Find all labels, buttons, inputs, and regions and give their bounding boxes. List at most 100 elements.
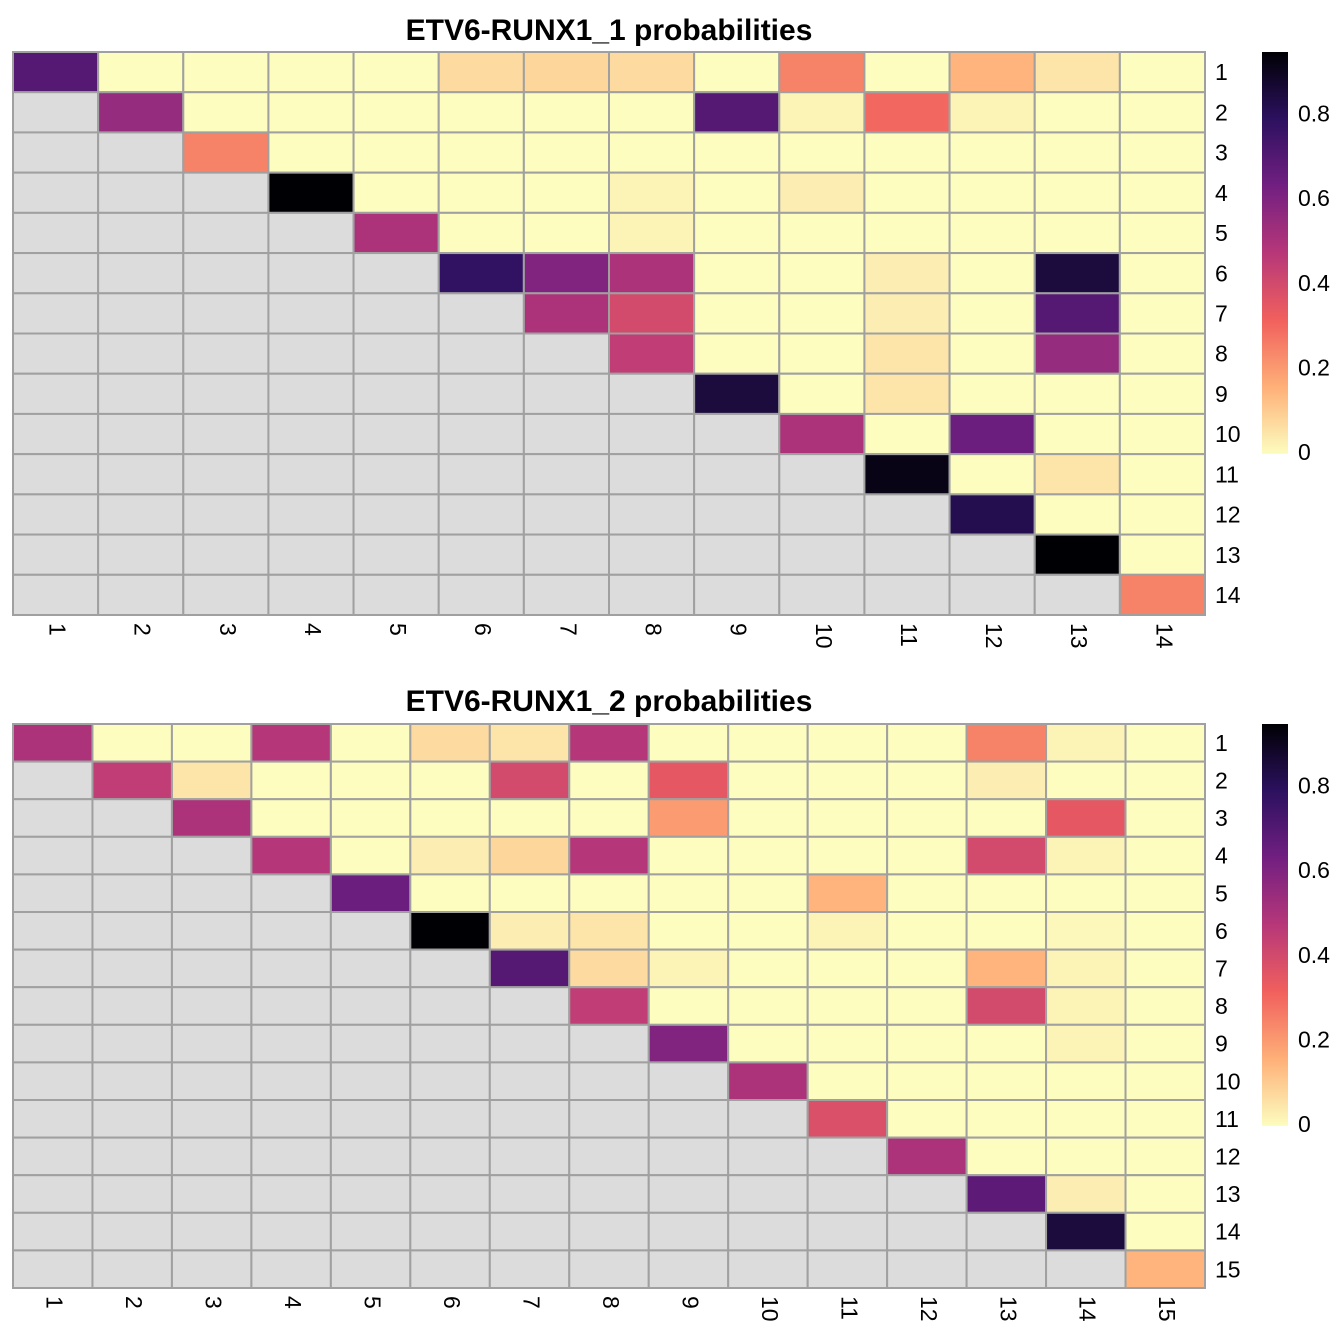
heatmap-cell [250, 1249, 332, 1290]
heatmap-cell [409, 835, 491, 876]
heatmap-cell [948, 171, 1036, 214]
heatmap-cell [948, 91, 1036, 134]
heatmap-cell [170, 1023, 253, 1064]
heatmap-cell [568, 911, 650, 951]
heatmap-cell [352, 252, 440, 295]
heatmap-cell [267, 252, 355, 295]
heatmap-cell [806, 1174, 889, 1214]
col-tick-label: 13 [1066, 623, 1092, 649]
heatmap-cell [267, 453, 355, 496]
heatmap-cell [267, 332, 355, 375]
heatmap-cell [437, 412, 525, 456]
heatmap-cell [250, 986, 332, 1026]
heatmap-cell [1124, 1174, 1206, 1214]
heatmap-cell [886, 948, 968, 989]
heatmap-cell [647, 986, 730, 1026]
heatmap-cell [568, 1061, 650, 1102]
heatmap-cell [693, 252, 781, 295]
heatmap-cell [97, 453, 185, 496]
heatmap-cell [608, 533, 696, 576]
heatmap-cell [170, 1099, 253, 1139]
heatmap-cell [250, 1099, 332, 1139]
heatmap-cell [608, 493, 696, 536]
heatmap-cell [267, 131, 355, 174]
heatmap-cell [778, 211, 866, 255]
colorbar-tick-label: 0.6 [1298, 857, 1330, 883]
heatmap-cell [1124, 1211, 1206, 1252]
heatmap-cell [12, 723, 94, 763]
heatmap-cell [965, 1174, 1048, 1214]
heatmap-cell [522, 252, 610, 295]
row-tick-label: 12 [1215, 502, 1241, 528]
heatmap-cell [329, 1174, 412, 1214]
heatmap-cell [1118, 252, 1207, 295]
heatmap-cell [863, 573, 951, 616]
heatmap-cell [250, 798, 332, 838]
heatmap-cell [250, 760, 332, 801]
heatmap-cell [965, 986, 1048, 1026]
heatmap-cell [12, 292, 100, 335]
heatmap-cell [948, 412, 1036, 456]
heatmap-cell [409, 948, 491, 989]
col-tick-label: 11 [836, 1296, 862, 1320]
heatmap-cell [965, 723, 1048, 763]
heatmap-cell [12, 171, 100, 214]
heatmap-cell [91, 835, 173, 876]
heatmap-cell [693, 372, 781, 415]
heatmap-cell [806, 835, 889, 876]
heatmap-cell [886, 986, 968, 1026]
heatmap-cell [91, 723, 173, 763]
heatmap-cell [727, 911, 809, 951]
heatmap-cell [352, 533, 440, 576]
col-tick-label: 13 [995, 1296, 1021, 1322]
heatmap-cell [693, 573, 781, 616]
heatmap-cell [1124, 835, 1206, 876]
heatmap-cell [352, 573, 440, 616]
heatmap-cell [409, 986, 491, 1026]
heatmap-cell [806, 1023, 889, 1064]
heatmap-cell [948, 51, 1036, 94]
heatmap-cell [568, 1249, 650, 1290]
heatmap-cell [863, 412, 951, 456]
row-tick-label: 9 [1215, 1031, 1228, 1057]
heatmap-cell [965, 948, 1048, 989]
heatmap-cell [409, 1099, 491, 1139]
heatmap-cell [250, 1136, 332, 1177]
heatmap-cell [182, 533, 270, 576]
heatmap-cell [693, 211, 781, 255]
heatmap-cell [329, 835, 412, 876]
col-tick-label: 2 [130, 623, 156, 636]
heatmap-cell [863, 51, 951, 94]
heatmap-cell [522, 292, 610, 335]
heatmap-cell [727, 1136, 809, 1177]
heatmap-cell [1045, 873, 1127, 914]
heatmap-cell [170, 1136, 253, 1177]
col-tick-label: 8 [640, 623, 666, 636]
heatmap-cell [409, 1211, 491, 1252]
heatmap-cell [267, 211, 355, 255]
heatmap-cell [409, 798, 491, 838]
heatmap-cell [409, 1061, 491, 1102]
heatmap-cell [778, 453, 866, 496]
heatmap-cell [97, 332, 185, 375]
col-tick-label: 1 [42, 1296, 68, 1309]
heatmap-cell [352, 292, 440, 335]
heatmap-cell [806, 1211, 889, 1252]
heatmap-cell [437, 211, 525, 255]
heatmap-cell [409, 760, 491, 801]
colorbar-tick-label: 0.2 [1298, 354, 1330, 380]
colorbar-tick-label: 0.8 [1298, 101, 1330, 127]
heatmap-cell [12, 911, 94, 951]
heatmap-cell [170, 1174, 253, 1214]
heatmap-cell [568, 1023, 650, 1064]
heatmap-cell [409, 1174, 491, 1214]
heatmap-cell [806, 1136, 889, 1177]
heatmap-cell [886, 723, 968, 763]
heatmap-cell [806, 1061, 889, 1102]
heatmap-cell [778, 412, 866, 456]
heatmap-cell [693, 533, 781, 576]
col-tick-label: 14 [1075, 1296, 1101, 1322]
heatmap-cell [1045, 1249, 1127, 1290]
heatmap-cell [329, 986, 412, 1026]
colorbar [1262, 52, 1288, 454]
